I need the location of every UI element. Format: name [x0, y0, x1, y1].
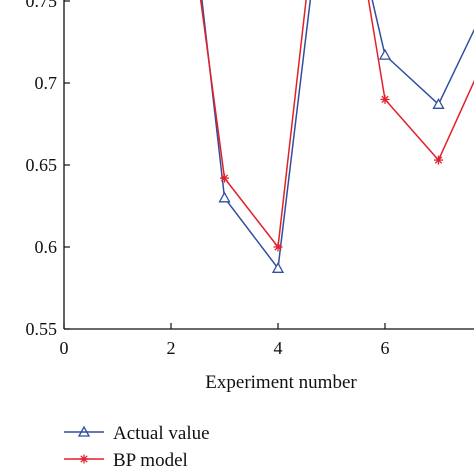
y-tick-label: 0.7 — [35, 73, 58, 93]
y-tick-label: 0.65 — [26, 155, 58, 175]
y-tick-label: 0.55 — [26, 319, 58, 339]
plot-area — [199, 0, 474, 273]
x-tick-label: 0 — [60, 338, 69, 358]
legend-marker-asterisk-icon — [79, 454, 89, 464]
data-point-actual-value — [271, 261, 285, 273]
legend-item-actual-value: Actual value — [64, 423, 210, 444]
data-point-bp-model — [273, 242, 283, 252]
x-tick-label: 6 — [381, 338, 390, 358]
legend-label-actual-value: Actual value — [113, 423, 210, 444]
y-tick-label: 0.6 — [35, 237, 58, 257]
legend-label-bp-model: BP model — [113, 450, 188, 471]
legend-marker-triangle-icon — [77, 425, 91, 437]
series-bp-model — [199, 0, 474, 252]
series-line-bp-model — [199, 0, 474, 248]
x-tick-label: 4 — [274, 338, 283, 358]
x-tick-label: 2 — [167, 338, 176, 358]
data-point-bp-model — [220, 173, 229, 183]
series-actual-value — [201, 0, 474, 273]
legend-item-bp-model: BP model — [64, 450, 188, 471]
data-point-bp-model — [380, 94, 390, 104]
x-axis-ticks: 0 2 4 6 — [60, 323, 390, 358]
data-point-actual-value — [378, 48, 392, 60]
data-point-actual-value — [432, 97, 445, 109]
y-tick-label: 0.75 — [26, 0, 58, 11]
data-point-bp-model — [434, 155, 443, 165]
x-axis-label: Experiment number — [205, 372, 357, 393]
data-point-actual-value — [218, 191, 231, 203]
legend: Actual value BP model — [64, 423, 210, 471]
y-axis-ticks: 0.550.60.650.70.750.80.850.9 — [26, 0, 70, 339]
series-line-actual-value — [201, 0, 474, 270]
